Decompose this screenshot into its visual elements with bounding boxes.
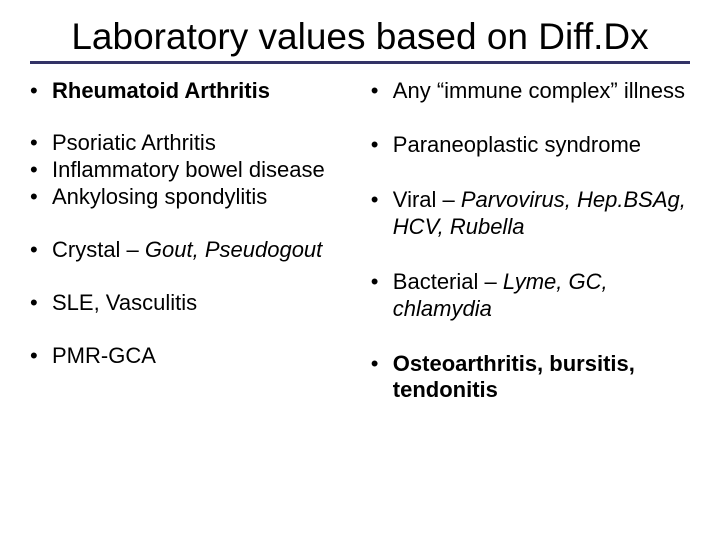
- bold-text: Osteoarthritis, bursitis, tendonitis: [393, 351, 635, 403]
- right-column: •Any “immune complex” illness•Paraneopla…: [371, 78, 688, 405]
- normal-text: Ankylosing spondylitis: [52, 184, 267, 209]
- left-list: •Rheumatoid Arthritis•Psoriatic Arthriti…: [30, 78, 347, 370]
- bullet-icon: •: [30, 184, 52, 211]
- right-list: •Any “immune complex” illness•Paraneopla…: [371, 78, 688, 405]
- normal-text: SLE, Vasculitis: [52, 290, 197, 315]
- right-item: •Paraneoplastic syndrome: [371, 132, 688, 159]
- bold-text: Rheumatoid Arthritis: [52, 78, 270, 103]
- right-item: •Any “immune complex” illness: [371, 78, 688, 105]
- italic-text: Gout, Pseudogout: [145, 237, 322, 262]
- columns: •Rheumatoid Arthritis•Psoriatic Arthriti…: [30, 78, 690, 405]
- bullet-icon: •: [371, 132, 393, 159]
- left-item: •Inflammatory bowel disease: [30, 157, 347, 184]
- right-item: •Bacterial – Lyme, GC, chlamydia: [371, 269, 688, 323]
- left-column: •Rheumatoid Arthritis•Psoriatic Arthriti…: [30, 78, 347, 405]
- left-item-text: Crystal – Gout, Pseudogout: [52, 237, 347, 264]
- spacer: [30, 317, 347, 343]
- left-item-text: Rheumatoid Arthritis: [52, 78, 347, 105]
- spacer: [371, 159, 688, 187]
- normal-text: Viral –: [393, 187, 461, 212]
- normal-text: Bacterial –: [393, 269, 503, 294]
- spacer: [371, 241, 688, 269]
- left-item: •SLE, Vasculitis: [30, 290, 347, 317]
- normal-text: Crystal –: [52, 237, 145, 262]
- spacer: [371, 323, 688, 351]
- left-item-text: Psoriatic Arthritis: [52, 130, 347, 157]
- bullet-icon: •: [30, 157, 52, 184]
- right-item-text: Any “immune complex” illness: [393, 78, 688, 105]
- slide-title: Laboratory values based on Diff.Dx: [30, 16, 690, 59]
- bullet-icon: •: [30, 343, 52, 370]
- spacer: [30, 211, 347, 237]
- bullet-icon: •: [371, 269, 393, 296]
- right-item-text: Viral – Parvovirus, Hep.BSAg, HCV, Rubel…: [393, 187, 688, 241]
- bullet-icon: •: [371, 187, 393, 214]
- normal-text: PMR-GCA: [52, 343, 156, 368]
- bullet-icon: •: [30, 130, 52, 157]
- normal-text: Inflammatory bowel disease: [52, 157, 325, 182]
- spacer: [371, 104, 688, 132]
- bullet-icon: •: [371, 351, 393, 378]
- spacer: [30, 104, 347, 130]
- normal-text: Psoriatic Arthritis: [52, 130, 216, 155]
- bullet-icon: •: [30, 237, 52, 264]
- right-item-text: Osteoarthritis, bursitis, tendonitis: [393, 351, 688, 405]
- bullet-icon: •: [30, 78, 52, 105]
- bullet-icon: •: [371, 78, 393, 105]
- right-item-text: Paraneoplastic syndrome: [393, 132, 688, 159]
- left-item-text: SLE, Vasculitis: [52, 290, 347, 317]
- slide: Laboratory values based on Diff.Dx •Rheu…: [0, 0, 720, 540]
- left-item-text: Ankylosing spondylitis: [52, 184, 347, 211]
- left-item: •Rheumatoid Arthritis: [30, 78, 347, 105]
- left-item-text: PMR-GCA: [52, 343, 347, 370]
- left-item-text: Inflammatory bowel disease: [52, 157, 347, 184]
- bullet-icon: •: [30, 290, 52, 317]
- title-container: Laboratory values based on Diff.Dx: [30, 16, 690, 64]
- right-item: •Osteoarthritis, bursitis, tendonitis: [371, 351, 688, 405]
- right-item-text: Bacterial – Lyme, GC, chlamydia: [393, 269, 688, 323]
- left-item: •Crystal – Gout, Pseudogout: [30, 237, 347, 264]
- normal-text: Paraneoplastic syndrome: [393, 132, 641, 157]
- left-item: •Ankylosing spondylitis: [30, 184, 347, 211]
- spacer: [30, 264, 347, 290]
- right-item: •Viral – Parvovirus, Hep.BSAg, HCV, Rube…: [371, 187, 688, 241]
- left-item: •Psoriatic Arthritis: [30, 130, 347, 157]
- normal-text: Any “immune complex” illness: [393, 78, 685, 103]
- left-item: •PMR-GCA: [30, 343, 347, 370]
